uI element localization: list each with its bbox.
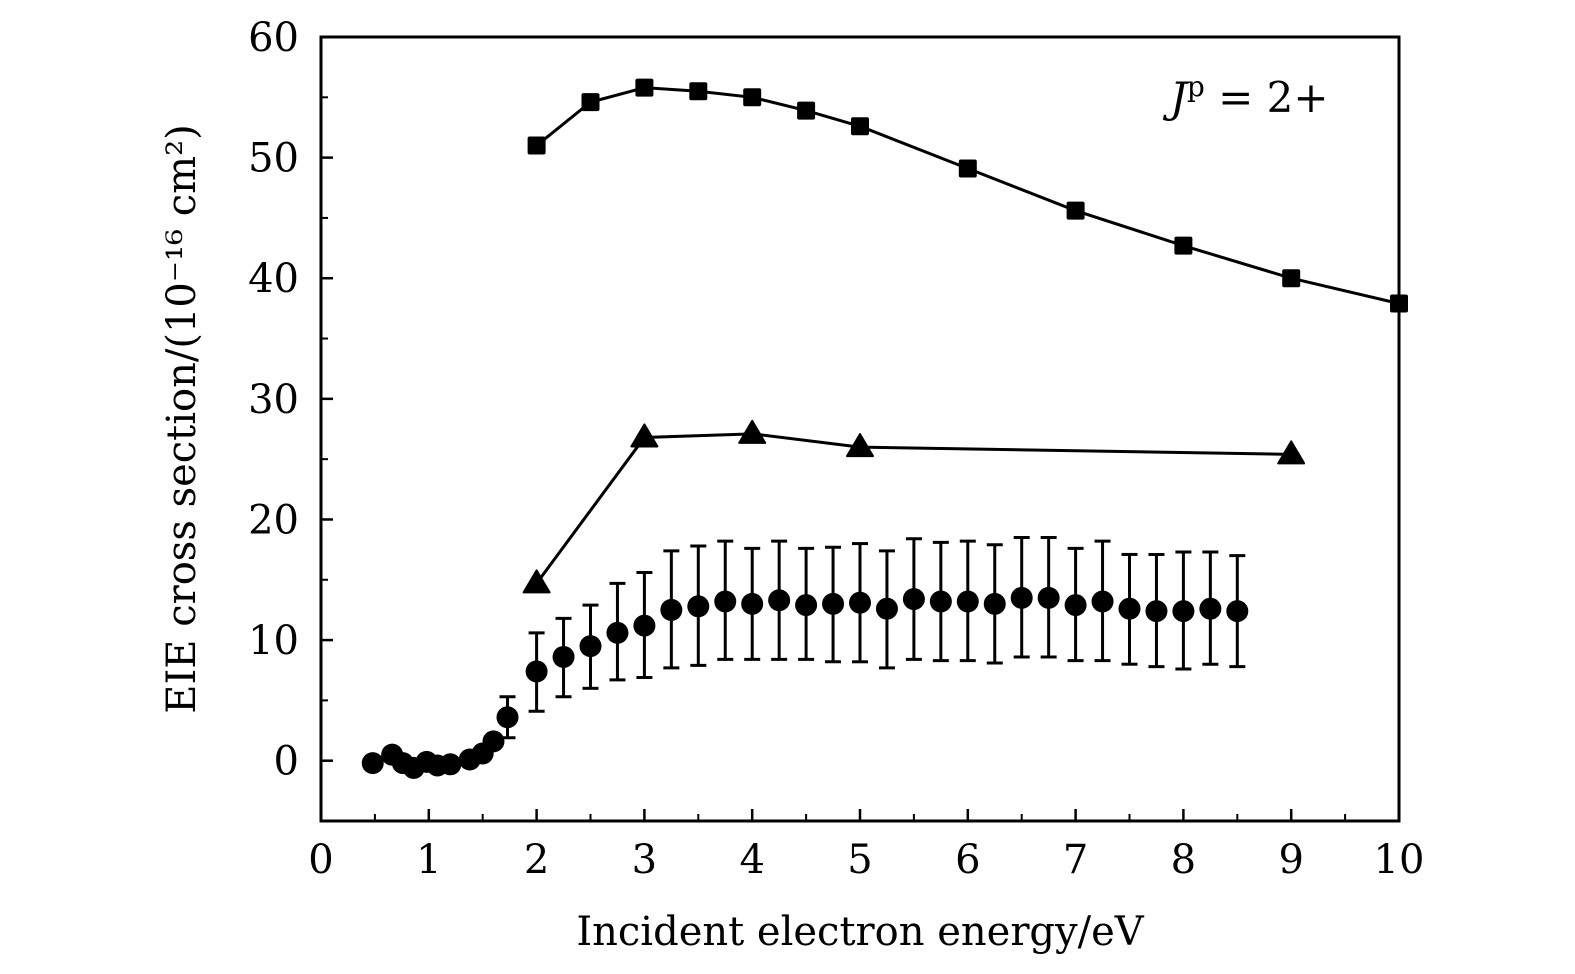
x-tick-label: 8 bbox=[1171, 837, 1196, 883]
data-point-circle bbox=[687, 595, 710, 618]
data-point-circle bbox=[822, 592, 845, 615]
data-point-square bbox=[689, 82, 708, 101]
x-tick-label: 7 bbox=[1063, 837, 1088, 883]
x-tick-label: 4 bbox=[739, 837, 764, 883]
y-tick-label: 40 bbox=[248, 256, 299, 302]
data-point-circle bbox=[552, 645, 575, 668]
data-point-square bbox=[958, 159, 977, 178]
data-point-circle bbox=[1010, 586, 1033, 609]
plot-frame bbox=[319, 35, 1401, 823]
data-point-square bbox=[743, 88, 762, 107]
data-point-circle bbox=[525, 660, 548, 683]
y-tick-label: 20 bbox=[248, 497, 299, 543]
data-point-circle bbox=[929, 590, 952, 613]
data-point-circle bbox=[496, 706, 519, 729]
data-point-square bbox=[1390, 294, 1408, 313]
data-point-circle bbox=[1199, 597, 1222, 620]
data-point-circle bbox=[660, 598, 683, 621]
data-point-circle bbox=[1091, 590, 1114, 613]
annotation-rest: = 2+ bbox=[1205, 73, 1329, 122]
data-point-circle bbox=[1037, 586, 1060, 609]
data-point-circle bbox=[741, 592, 764, 615]
data-point-square bbox=[527, 136, 546, 155]
data-point-square bbox=[1174, 236, 1193, 255]
x-tick-label: 1 bbox=[416, 837, 441, 883]
data-point-circle bbox=[795, 594, 818, 617]
data-point-circle bbox=[439, 753, 462, 776]
data-point-square bbox=[797, 101, 816, 120]
x-tick-label: 0 bbox=[308, 837, 333, 883]
y-tick-label: 0 bbox=[274, 739, 299, 785]
data-point-square bbox=[851, 117, 869, 136]
y-axis-label: EIE cross section/(10⁻¹⁶ cm²) bbox=[159, 124, 205, 713]
series-circles bbox=[361, 536, 1249, 779]
data-point-circle bbox=[633, 614, 656, 637]
data-point-circle bbox=[1172, 600, 1195, 623]
data-point-triangle bbox=[1277, 440, 1306, 465]
data-point-circle bbox=[768, 589, 791, 612]
data-point-square bbox=[635, 78, 654, 97]
data-point-square bbox=[581, 93, 600, 112]
data-point-circle bbox=[482, 730, 505, 753]
data-point-square bbox=[1066, 201, 1085, 220]
series-squares bbox=[527, 78, 1408, 313]
axes: 0 1 2 3 4 5 6 7 8 9 10 0 10 20 30 40 50 60 bbox=[248, 15, 1424, 883]
data-point-circle bbox=[875, 597, 898, 620]
x-tick-label: 5 bbox=[847, 837, 872, 883]
data-point-square bbox=[1282, 269, 1301, 288]
data-point-circle bbox=[361, 752, 384, 775]
series-triangles bbox=[522, 419, 1306, 594]
data-point-circle bbox=[579, 635, 602, 658]
data-point-circle bbox=[1145, 600, 1168, 623]
series-layer bbox=[361, 78, 1408, 779]
data-point-circle bbox=[902, 588, 925, 611]
data-point-circle bbox=[1118, 597, 1141, 620]
x-tick-label: 10 bbox=[1374, 837, 1425, 883]
y-tick-label: 60 bbox=[248, 15, 299, 61]
y-tick-label: 30 bbox=[248, 377, 299, 423]
x-tick-label: 2 bbox=[524, 837, 549, 883]
annotation: Jp = 2+ bbox=[1162, 70, 1329, 122]
data-point-circle bbox=[956, 590, 979, 613]
annotation-superscript: p bbox=[1187, 70, 1205, 103]
data-point-triangle bbox=[846, 433, 874, 458]
x-tick-label: 3 bbox=[632, 837, 657, 883]
data-point-circle bbox=[606, 621, 629, 644]
y-tick-label: 50 bbox=[248, 136, 299, 182]
data-point-circle bbox=[983, 592, 1006, 615]
data-point-circle bbox=[1064, 594, 1087, 617]
x-tick-label: 9 bbox=[1278, 837, 1303, 883]
data-point-circle bbox=[849, 591, 871, 614]
x-tick-label: 6 bbox=[955, 837, 980, 883]
data-point-triangle bbox=[522, 569, 551, 594]
y-tick-label: 10 bbox=[248, 618, 299, 664]
data-point-circle bbox=[1226, 600, 1249, 623]
data-point-circle bbox=[714, 590, 737, 613]
data-point-triangle bbox=[630, 423, 659, 448]
x-axis-label: Incident electron energy/eV bbox=[576, 909, 1144, 955]
annotation-main: J bbox=[1162, 73, 1189, 122]
data-point-triangle bbox=[738, 419, 767, 444]
